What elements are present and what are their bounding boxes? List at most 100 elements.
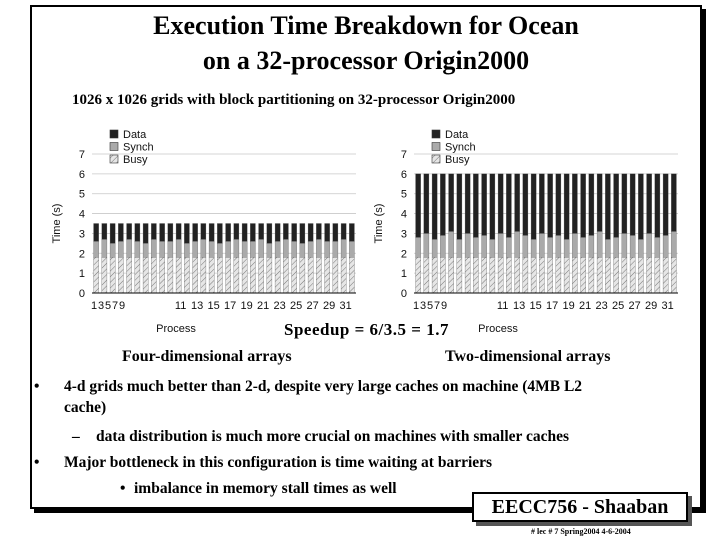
bar-synch xyxy=(555,235,562,258)
bar-synch xyxy=(200,239,207,258)
bar-synch xyxy=(175,239,182,258)
x-tick-label: 7 xyxy=(434,300,440,312)
bar-busy xyxy=(250,257,256,294)
bar-busy xyxy=(299,257,306,294)
bar-busy xyxy=(225,257,231,294)
bar-data xyxy=(547,173,553,238)
bar-data xyxy=(349,223,355,242)
bar-synch xyxy=(184,243,190,258)
bar-synch xyxy=(654,237,661,258)
bar-data xyxy=(340,223,347,240)
bar-busy xyxy=(580,257,586,294)
bar-busy xyxy=(340,257,347,294)
bar-busy xyxy=(184,257,190,294)
sub-bullet-marker: • xyxy=(120,480,126,497)
bar-synch xyxy=(299,243,306,258)
x-axis-title: Process xyxy=(156,323,196,335)
x-tick-label: 9 xyxy=(119,300,125,312)
sub-bullet-marker: – xyxy=(72,428,80,445)
bar-synch xyxy=(274,241,281,258)
bar-data xyxy=(662,173,669,236)
bar-busy xyxy=(101,257,108,294)
bar-data xyxy=(563,173,570,240)
bar-synch xyxy=(539,233,545,258)
legend-label-synch: Synch xyxy=(445,142,476,154)
bar-data xyxy=(555,173,562,236)
bar-busy xyxy=(464,257,471,294)
bullet-text-continuation: cache) xyxy=(64,399,107,416)
bar-busy xyxy=(539,257,545,294)
bar-synch xyxy=(440,235,446,258)
bar-busy xyxy=(662,257,669,294)
legend-label-data: Data xyxy=(445,129,469,141)
bar-data xyxy=(118,223,124,242)
bar-busy xyxy=(93,257,99,294)
bar-data xyxy=(431,173,438,240)
x-tick-label: 17 xyxy=(546,300,558,312)
y-tick-label: 6 xyxy=(401,169,407,181)
bar-busy xyxy=(241,257,248,294)
bar-data xyxy=(200,223,207,240)
bar-busy xyxy=(167,257,174,294)
y-tick-label: 5 xyxy=(79,189,85,201)
bar-synch xyxy=(241,241,248,258)
bar-data xyxy=(151,223,157,240)
bar-synch xyxy=(671,231,677,258)
bar-synch xyxy=(588,235,595,258)
bar-busy xyxy=(316,257,322,294)
bar-data xyxy=(266,223,273,244)
bar-data xyxy=(274,223,281,242)
x-tick-label: 27 xyxy=(307,300,319,312)
bar-busy xyxy=(629,257,636,294)
bar-busy xyxy=(151,257,157,294)
x-tick-label: 11 xyxy=(175,300,186,312)
bar-synch xyxy=(456,239,463,258)
x-tick-label: 13 xyxy=(513,300,525,312)
bar-data xyxy=(142,223,149,244)
bar-busy xyxy=(473,257,479,294)
bar-busy xyxy=(208,257,215,294)
bar-data xyxy=(208,223,215,242)
bar-busy xyxy=(456,257,463,294)
x-tick-label: 11 xyxy=(497,300,508,312)
bar-synch xyxy=(646,233,652,258)
bar-data xyxy=(307,223,314,242)
bar-busy xyxy=(596,257,603,294)
x-tick-label: 3 xyxy=(98,300,104,312)
bar-busy xyxy=(258,257,264,294)
bar-busy xyxy=(274,257,281,294)
bar-data xyxy=(539,173,545,234)
bar-synch xyxy=(473,237,479,258)
legend-swatch-synch xyxy=(109,142,119,151)
chart-subtitle: 1026 x 1026 grids with block partitionin… xyxy=(72,92,516,108)
bar-synch xyxy=(167,241,174,258)
bar-data xyxy=(415,173,421,238)
bar-data xyxy=(506,173,512,238)
x-tick-label: 7 xyxy=(112,300,118,312)
y-tick-label: 2 xyxy=(401,248,407,260)
x-tick-label: 13 xyxy=(191,300,203,312)
y-tick-label: 3 xyxy=(401,228,407,240)
x-tick-label: 15 xyxy=(530,300,542,312)
bar-data xyxy=(258,223,264,240)
bar-data xyxy=(225,223,231,242)
bar-synch xyxy=(563,239,570,258)
bar-busy xyxy=(175,257,182,294)
bar-synch xyxy=(415,237,421,258)
bar-busy xyxy=(200,257,207,294)
y-tick-label: 7 xyxy=(79,149,85,161)
x-tick-label: 25 xyxy=(612,300,624,312)
bar-data xyxy=(605,173,611,240)
bar-synch xyxy=(638,239,644,258)
bar-busy xyxy=(605,257,611,294)
bar-synch xyxy=(291,241,297,258)
bar-data xyxy=(93,223,99,242)
bar-data xyxy=(456,173,463,240)
bar-busy xyxy=(448,257,454,294)
bar-synch xyxy=(101,239,108,258)
x-tick-label: 25 xyxy=(290,300,302,312)
bar-synch xyxy=(332,241,339,258)
x-tick-label: 19 xyxy=(241,300,253,312)
bar-busy xyxy=(233,257,240,294)
